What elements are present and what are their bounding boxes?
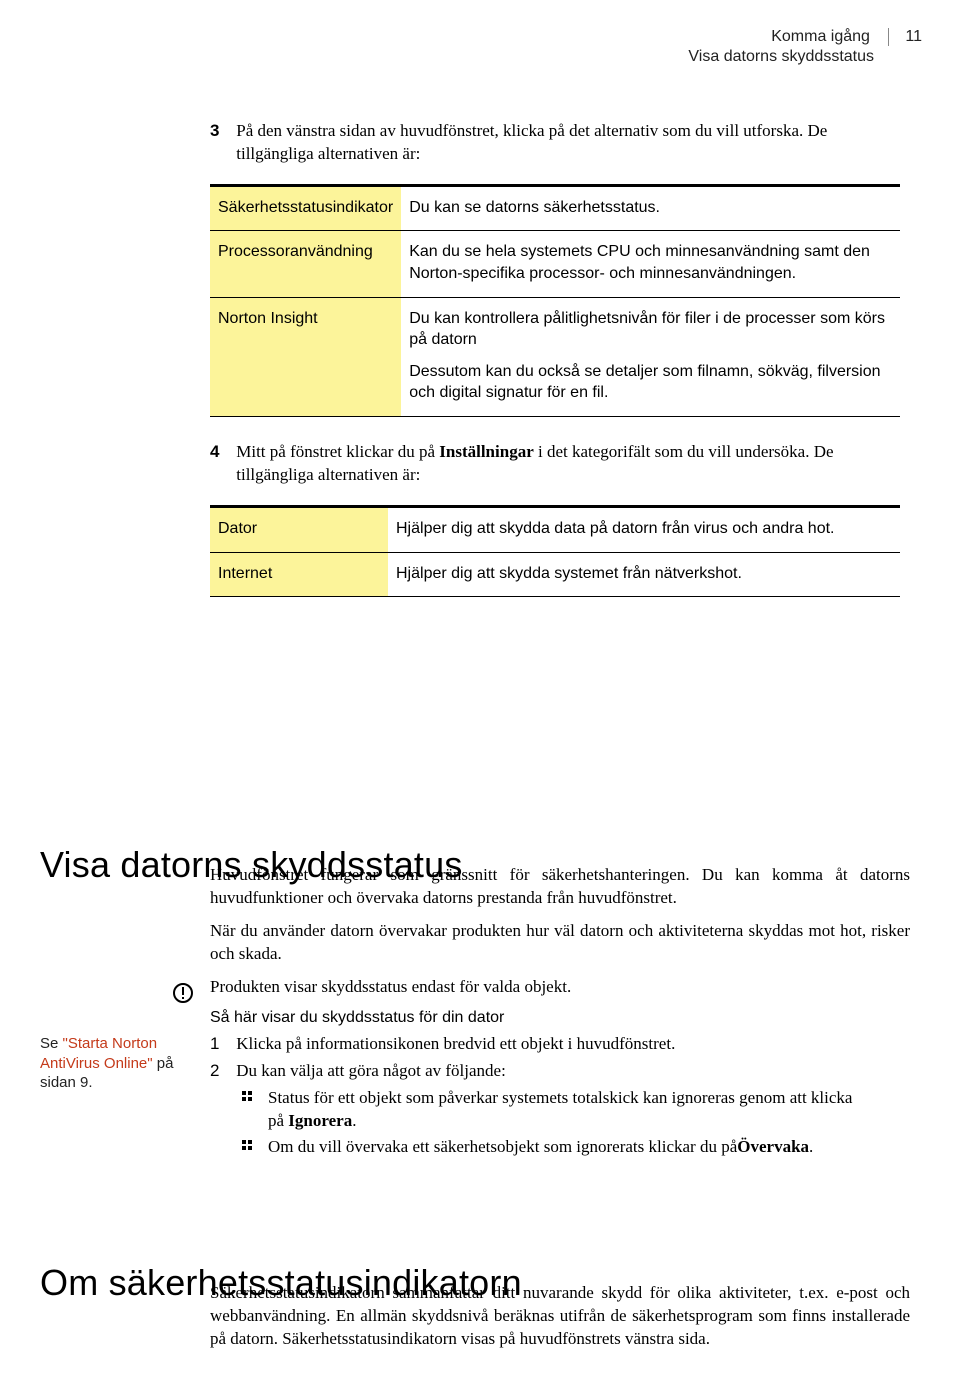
warning-icon (172, 982, 194, 1004)
table-row: Norton Insight Du kan kontrollera pålitl… (210, 297, 900, 416)
step-num: 1 (210, 1033, 232, 1056)
procedure-step-1: 1 Klicka på informationsikonen bredvid e… (210, 1033, 910, 1056)
step-num: 2 (210, 1060, 232, 1083)
page-header: Komma igång 11 Visa datorns skyddsstatus (688, 28, 922, 66)
bullet-text: Status för ett objekt som påverkar syste… (268, 1087, 868, 1133)
bullet-post: . (352, 1111, 356, 1130)
option-desc: Du kan se datorns säkerhetsstatus. (401, 185, 900, 231)
step-text: Klicka på informationsikonen bredvid ett… (236, 1033, 886, 1056)
step-4-text: Mitt på fönstret klickar du på Inställni… (236, 441, 886, 487)
header-section: Visa datorns skyddsstatus (688, 48, 874, 66)
options-table-2: Dator Hjälper dig att skydda data på dat… (210, 505, 900, 597)
main-content: 3 På den vänstra sidan av huvudfönstret,… (210, 120, 910, 621)
bullet-icon (242, 1087, 264, 1103)
option-label: Internet (210, 552, 388, 597)
body-paragraph: Huvudfönstret fungerar som gränssnitt fö… (210, 864, 910, 910)
option-label: Norton Insight (210, 297, 401, 416)
bullet-text: Om du vill övervaka ett säkerhetsobjekt … (268, 1136, 868, 1159)
bullet-item: Om du vill övervaka ett säkerhetsobjekt … (242, 1136, 910, 1159)
step-3: 3 På den vänstra sidan av huvudfönstret,… (210, 120, 910, 166)
option-desc: Kan du se hela systemets CPU och minnesa… (401, 231, 900, 297)
body-paragraph: När du använder datorn övervakar produkt… (210, 920, 910, 966)
step-3-num: 3 (210, 120, 232, 143)
procedure-subhead: Så här visar du skyddsstatus för din dat… (210, 1009, 910, 1027)
page-number: 11 (888, 28, 922, 46)
sidebar-crossref: Se "Starta Norton AntiVirus Online" på s… (40, 1034, 190, 1093)
table-row: Internet Hjälper dig att skydda systemet… (210, 552, 900, 597)
option-desc: Hjälper dig att skydda data på datorn fr… (388, 506, 900, 552)
table-row: Dator Hjälper dig att skydda data på dat… (210, 506, 900, 552)
header-chapter: Komma igång (771, 28, 870, 46)
table-row: Processoranvändning Kan du se hela syste… (210, 231, 900, 297)
option-desc: Hjälper dig att skydda systemet från nät… (388, 552, 900, 597)
step-4-bold: Inställningar (439, 442, 533, 461)
section-om-body: Säkerhetsstatusindikatorn sammanfattar d… (210, 1282, 910, 1361)
option-desc-p1: Du kan kontrollera pålitlighetsnivån för… (409, 308, 892, 351)
option-label: Dator (210, 506, 388, 552)
body-paragraph: Säkerhetsstatusindikatorn sammanfattar d… (210, 1282, 910, 1351)
bullet-post: . (809, 1137, 813, 1156)
option-desc-p2: Dessutom kan du också se detaljer som fi… (409, 361, 892, 404)
step-text: Du kan välja att göra något av följande: (236, 1060, 886, 1083)
step-4-num: 4 (210, 441, 232, 464)
option-label: Säkerhetsstatusindikator (210, 185, 401, 231)
procedure-step-2: 2 Du kan välja att göra något av följand… (210, 1060, 910, 1083)
step-4-pre: Mitt på fönstret klickar du på (236, 442, 439, 461)
bullet-bold: Ignorera (288, 1111, 352, 1130)
step-4: 4 Mitt på fönstret klickar du på Inställ… (210, 441, 910, 487)
option-label: Processoranvändning (210, 231, 401, 297)
body-paragraph: Produkten visar skyddsstatus endast för … (210, 976, 910, 999)
step-3-text: På den vänstra sidan av huvudfönstret, k… (236, 120, 886, 166)
bullet-icon (242, 1136, 264, 1152)
table-row: Säkerhetsstatusindikator Du kan se dator… (210, 185, 900, 231)
option-desc: Du kan kontrollera pålitlighetsnivån för… (401, 297, 900, 416)
bullet-bold: Övervaka (737, 1137, 809, 1156)
bullet-pre: Om du vill övervaka ett säkerhetsobjekt … (268, 1137, 737, 1156)
crossref-prefix: Se (40, 1035, 63, 1052)
bullet-item: Status för ett objekt som påverkar syste… (242, 1087, 910, 1133)
options-table-1: Säkerhetsstatusindikator Du kan se dator… (210, 184, 900, 417)
section-visa-body: Huvudfönstret fungerar som gränssnitt fö… (210, 864, 910, 1159)
